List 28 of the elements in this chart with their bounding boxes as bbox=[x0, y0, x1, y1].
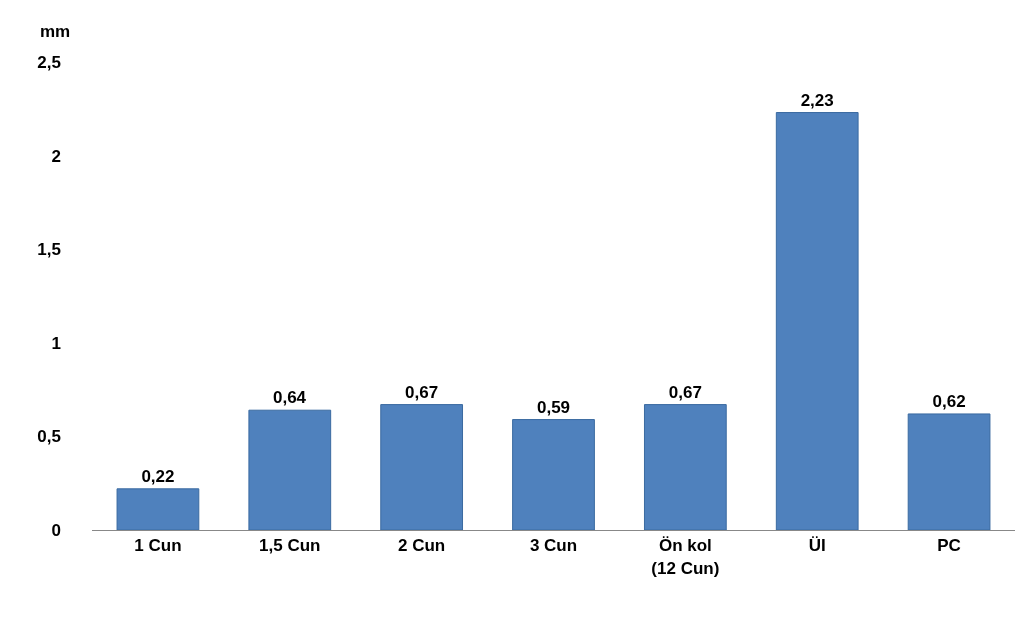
x-tick-label: 3 Cun bbox=[529, 536, 578, 556]
y-axis-title: mm bbox=[40, 22, 71, 41]
y-tick-label: 2,5 bbox=[37, 52, 61, 72]
bar bbox=[248, 409, 332, 530]
data-label: 0,64 bbox=[272, 388, 307, 408]
data-label: 2,23 bbox=[800, 90, 834, 110]
bar bbox=[380, 404, 464, 530]
y-tick-label: 1,5 bbox=[37, 240, 61, 260]
x-tick-label: Ön kol (12 Cun) bbox=[651, 536, 720, 578]
data-label: 0,59 bbox=[536, 397, 571, 417]
x-tick-label: ÜI bbox=[808, 536, 826, 556]
bar bbox=[512, 419, 595, 530]
data-label: 0,62 bbox=[932, 391, 966, 411]
bar bbox=[116, 488, 200, 530]
x-tick-label: PC bbox=[937, 536, 961, 556]
bar bbox=[907, 413, 991, 530]
y-tick-label: 0,5 bbox=[37, 427, 61, 447]
y-tick-label: 0 bbox=[51, 520, 61, 540]
y-tick-label: 2 bbox=[51, 146, 61, 166]
data-label: 0,67 bbox=[668, 382, 702, 402]
x-tick-label: 2 Cun bbox=[398, 536, 446, 556]
y-tick-label: 1 bbox=[51, 333, 61, 353]
bar bbox=[643, 404, 727, 530]
bar bbox=[775, 112, 859, 530]
x-tick-label: 1,5 Cun bbox=[259, 536, 321, 556]
x-tick-label: 1 Cun bbox=[134, 536, 182, 556]
data-label: 0,67 bbox=[405, 382, 439, 402]
data-label: 0,22 bbox=[141, 466, 175, 486]
